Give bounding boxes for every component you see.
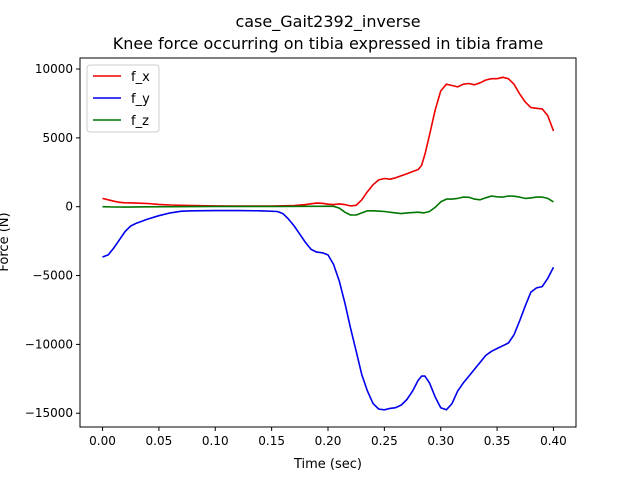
x-tick-label: 0.40	[540, 434, 567, 448]
y-axis-label: Force (N)	[0, 212, 12, 271]
x-tick-label: 0.20	[315, 434, 342, 448]
series-line-f-x	[102, 76, 555, 207]
series-line-f-y	[102, 209, 555, 411]
x-tick-label: 0.30	[427, 434, 454, 448]
legend-label: f_y	[131, 92, 150, 107]
x-tick-label: 0.05	[146, 434, 173, 448]
legend: f_x f_y f_z	[86, 64, 160, 133]
chart-title: case_Gait2392_inverse	[235, 12, 420, 32]
legend-box	[86, 64, 160, 133]
y-tick-label: −15000	[25, 406, 73, 420]
y-tick-label: −5000	[32, 269, 73, 283]
x-tick-label: 0.25	[371, 434, 398, 448]
plot-lines	[102, 76, 555, 411]
y-tick-label: 5000	[42, 131, 73, 145]
y-tick-label: 0	[65, 200, 73, 214]
x-tick-label: 0.10	[202, 434, 229, 448]
x-tick-label: 0.15	[258, 434, 285, 448]
series-line-f-z	[102, 195, 554, 216]
legend-label: f_z	[131, 114, 149, 129]
legend-label: f_x	[131, 70, 150, 85]
y-tick-label: −10000	[25, 337, 73, 351]
x-tick-label: 0.35	[484, 434, 511, 448]
x-axis-label: Time (sec)	[293, 457, 362, 472]
y-tick-label: 10000	[35, 62, 73, 76]
chart-subtitle: Knee force occurring on tibia expressed …	[113, 34, 544, 53]
x-axis: 0.00 0.05 0.10 0.15 0.20 0.25 0.30 0.35 0.40	[89, 427, 567, 448]
y-axis: −15000 −10000 −5000 0 5000 10000	[25, 62, 80, 420]
x-tick-label: 0.00	[89, 434, 116, 448]
